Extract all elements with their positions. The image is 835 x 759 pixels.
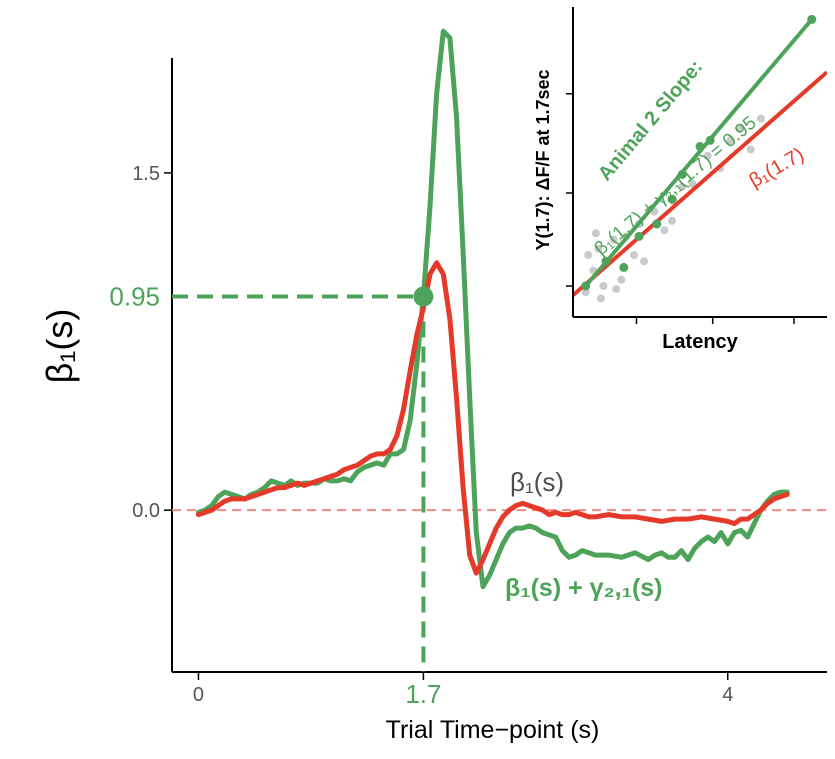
- annotation-beta: β₁(s): [510, 467, 564, 497]
- scatter-point-green: [652, 219, 662, 229]
- scatter-point-gray: [617, 275, 626, 284]
- scatter-point-green: [581, 281, 591, 291]
- y-axis-title: β₁(s): [39, 309, 80, 384]
- x-tick-label: 1.7: [405, 679, 441, 709]
- scatter-point-green: [807, 14, 817, 24]
- y-tick-label: 0.95: [109, 282, 160, 312]
- scatter-point-green: [677, 169, 687, 179]
- scatter-point-gray: [629, 251, 638, 259]
- scatter-point-green: [634, 231, 644, 241]
- x-tick-label: 0: [193, 684, 204, 706]
- scatter-point-gray: [668, 216, 677, 225]
- inset-background: [573, 7, 827, 317]
- scatter-point-gray: [746, 145, 755, 154]
- scatter-point-gray: [612, 285, 621, 294]
- scatter-point-gray: [736, 123, 745, 132]
- y-tick-label: 1.5: [132, 163, 160, 185]
- scatter-point-gray: [756, 114, 765, 123]
- scatter-point-gray: [688, 179, 697, 188]
- scatter-point-gray: [703, 151, 712, 160]
- scatter-point-gray: [678, 182, 687, 191]
- scatter-point-green: [695, 142, 705, 151]
- scatter-point-gray: [581, 288, 590, 297]
- x-axis-title: Trial Time−point (s): [386, 716, 600, 744]
- y-tick-label: 0.0: [132, 500, 160, 522]
- annotation-beta-plus-gamma: β₁(s) + γ₂,₁(s): [505, 574, 663, 602]
- scatter-point-gray: [594, 244, 603, 253]
- x-tick-label: 4: [722, 684, 733, 706]
- inset-plot-area: [573, 14, 827, 303]
- scatter-point-green: [619, 262, 629, 272]
- fit-line-1: [573, 70, 827, 297]
- scatter-point-gray: [609, 235, 618, 244]
- scatter-point-gray: [596, 294, 605, 303]
- scatter-point-gray: [726, 136, 735, 145]
- series-line-2: [196, 260, 790, 576]
- series-line-1: [196, 28, 790, 590]
- main-chart: 0.0 0.95 1.5 0 1.7 4 Trial Time−point (s) β₁(s)…: [39, 28, 827, 744]
- scatter-point-gray: [584, 251, 593, 259]
- scatter-point-gray: [591, 229, 600, 238]
- scatter-point-green: [601, 256, 611, 266]
- inset-y-axis-title: Y(1.7): ΔF/F at 1.7sec: [533, 69, 553, 250]
- inset-x-axis-title: Latency: [662, 331, 738, 353]
- scatter-point-green: [667, 194, 677, 204]
- scatter-point-green: [705, 135, 715, 145]
- fit-line-2: [584, 18, 814, 288]
- scatter-point-gray: [599, 282, 608, 290]
- scatter-point-gray: [660, 226, 669, 235]
- scatter-point-gray: [640, 257, 649, 266]
- highlight-point: [413, 286, 434, 307]
